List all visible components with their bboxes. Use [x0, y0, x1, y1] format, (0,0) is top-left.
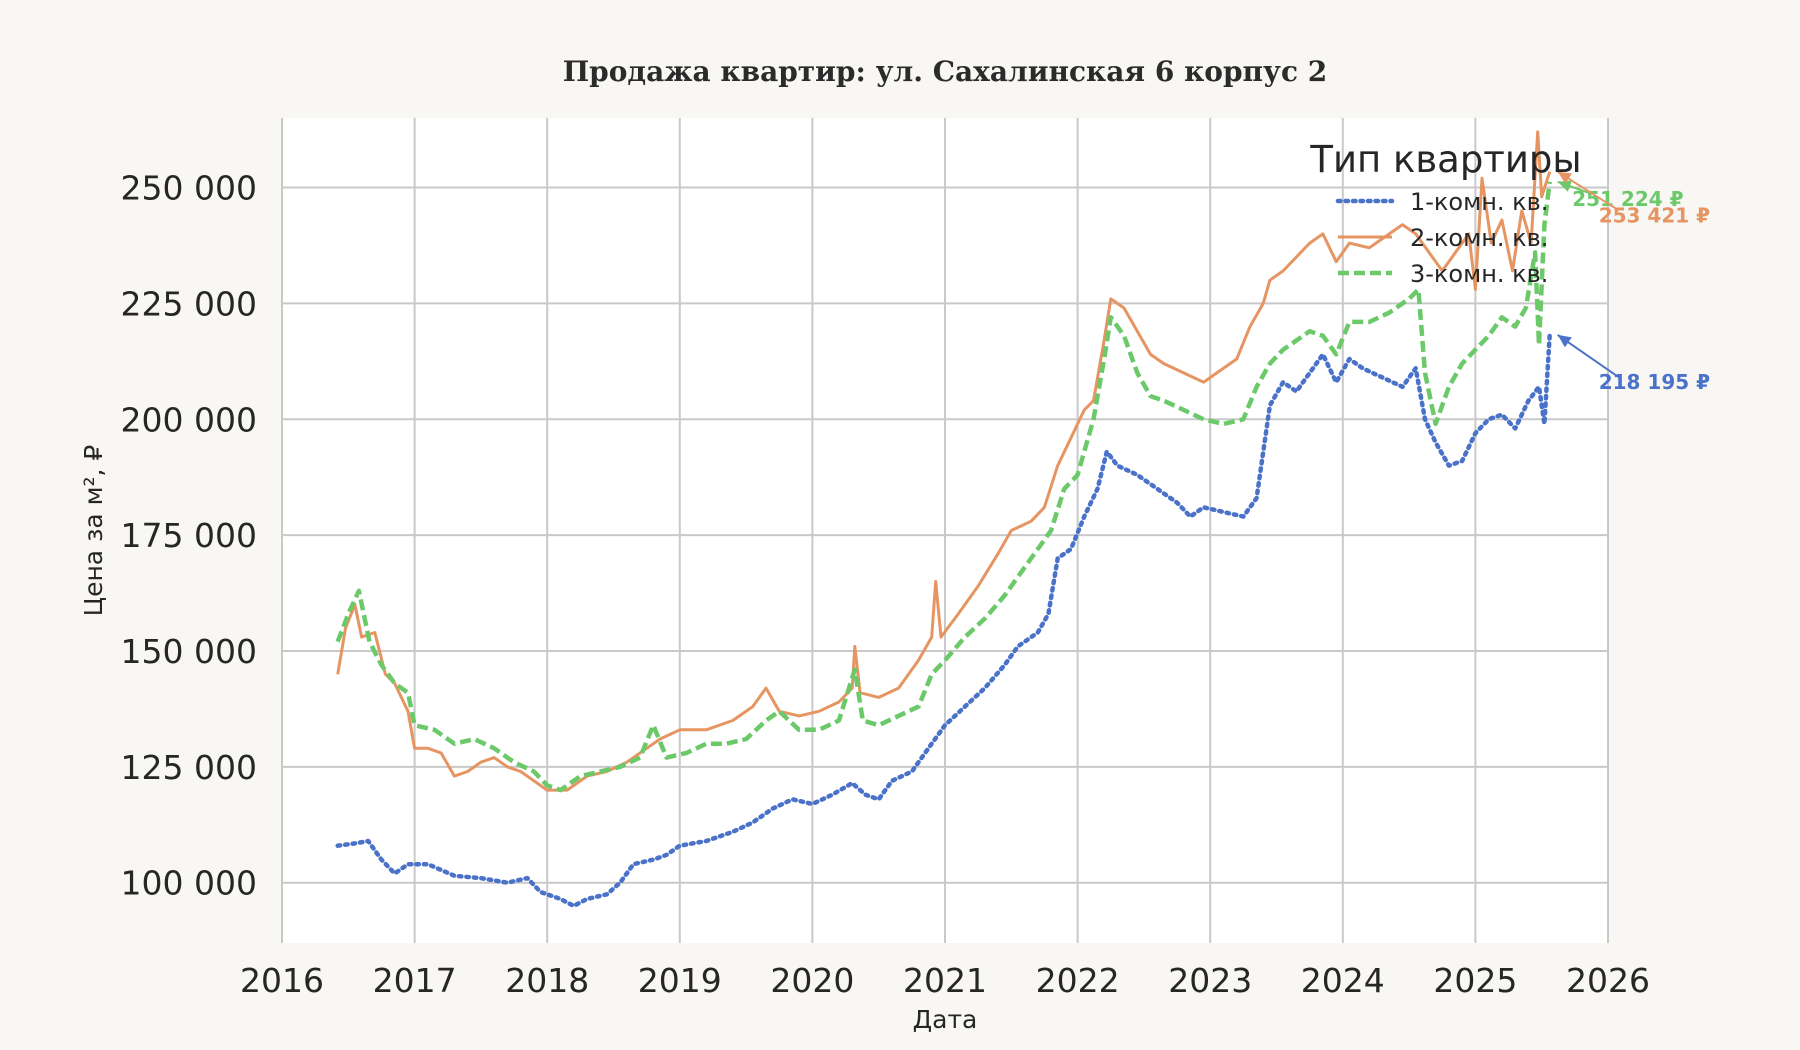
series-line-1 — [335, 332, 1552, 909]
y-tick-label: 125 000 — [121, 748, 257, 787]
x-tick-label: 2026 — [1566, 961, 1650, 1000]
x-tick-label: 2016 — [240, 961, 324, 1000]
y-tick-label: 250 000 — [121, 169, 257, 208]
annotation-label-1: 251 224 ₽ — [1572, 187, 1683, 211]
annotation-arrowhead-3 — [1557, 334, 1572, 348]
x-axis-label: Дата — [913, 1005, 978, 1034]
x-tick-label: 2022 — [1036, 961, 1120, 1000]
ticks-layer: 2016 2017 2018 2019 2020 2021 2022 2023 2024 2025… — [121, 169, 1650, 1000]
y-tick-label: 100 000 — [121, 864, 257, 903]
x-tick-label: 2017 — [373, 961, 457, 1000]
x-tick-label: 2019 — [638, 961, 722, 1000]
annotations-layer: 251 224 ₽253 421 ₽ 218 195 ₽ — [1557, 170, 1710, 394]
annotation-arrowhead-1 — [1557, 180, 1572, 192]
legend: Тип квартиры 1-комн. кв. 2-комн. кв. 3-ком… — [1309, 138, 1581, 288]
x-tick-label: 2023 — [1168, 961, 1252, 1000]
grid — [281, 118, 1609, 943]
y-tick-label: 225 000 — [121, 284, 257, 323]
series-line-2 — [336, 130, 1552, 792]
legend-label-1: 1-комн. кв. — [1410, 188, 1548, 216]
legend-label-3: 3-комн. кв. — [1410, 260, 1548, 288]
series-layer — [335, 130, 1552, 909]
annotation-arrowhead-2 — [1557, 171, 1572, 184]
x-tick-label: 2018 — [505, 961, 589, 1000]
legend-label-2: 2-комн. кв. — [1410, 224, 1548, 252]
legend-title: Тип квартиры — [1309, 138, 1581, 181]
x-tick-label: 2024 — [1301, 961, 1385, 1000]
y-tick-label: 200 000 — [121, 400, 257, 439]
y-tick-label: 175 000 — [121, 516, 257, 555]
x-tick-label: 2020 — [770, 961, 854, 1000]
series-line-3 — [335, 181, 1552, 793]
y-tick-label: 150 000 — [121, 632, 257, 671]
chart-title: Продажа квартир: ул. Сахалинская 6 корпу… — [563, 55, 1328, 88]
y-axis-label: Цена за м², ₽ — [79, 445, 108, 617]
annotation-label-3: 218 195 ₽ — [1599, 370, 1710, 394]
x-tick-label: 2021 — [903, 961, 987, 1000]
x-tick-label: 2025 — [1433, 961, 1517, 1000]
annotation-label-2: 253 421 ₽ — [1599, 203, 1710, 227]
